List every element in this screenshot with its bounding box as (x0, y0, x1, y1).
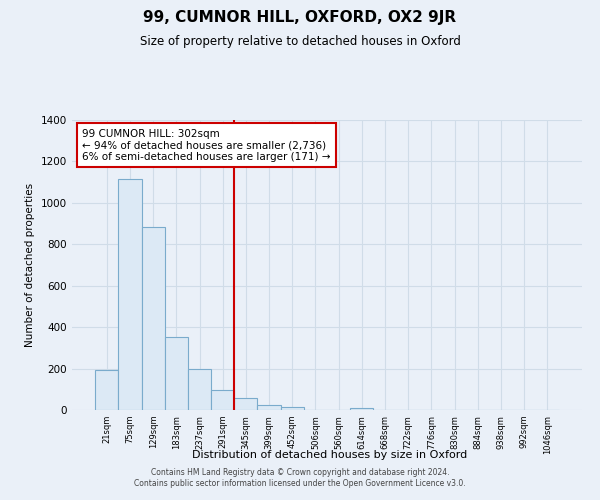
Bar (350, 408, 373, 410)
Bar (95, 370, 118, 410)
Y-axis label: Number of detached properties: Number of detached properties (25, 183, 35, 347)
Text: 99 CUMNOR HILL: 302sqm
← 94% of detached houses are smaller (2,736)
6% of semi-d: 99 CUMNOR HILL: 302sqm ← 94% of detached… (82, 128, 331, 162)
Bar (188, 370, 211, 410)
Bar (142, 226, 165, 410)
Bar (211, 390, 234, 410)
Bar (165, 337, 188, 410)
Text: Distribution of detached houses by size in Oxford: Distribution of detached houses by size … (193, 450, 467, 460)
Text: 99, CUMNOR HILL, OXFORD, OX2 9JR: 99, CUMNOR HILL, OXFORD, OX2 9JR (143, 10, 457, 25)
Text: Contains HM Land Registry data © Crown copyright and database right 2024.
Contai: Contains HM Land Registry data © Crown c… (134, 468, 466, 487)
Text: Size of property relative to detached houses in Oxford: Size of property relative to detached ho… (140, 35, 460, 48)
Bar (118, 180, 142, 410)
Bar (257, 406, 281, 410)
Bar (281, 408, 304, 410)
Bar (234, 398, 257, 410)
